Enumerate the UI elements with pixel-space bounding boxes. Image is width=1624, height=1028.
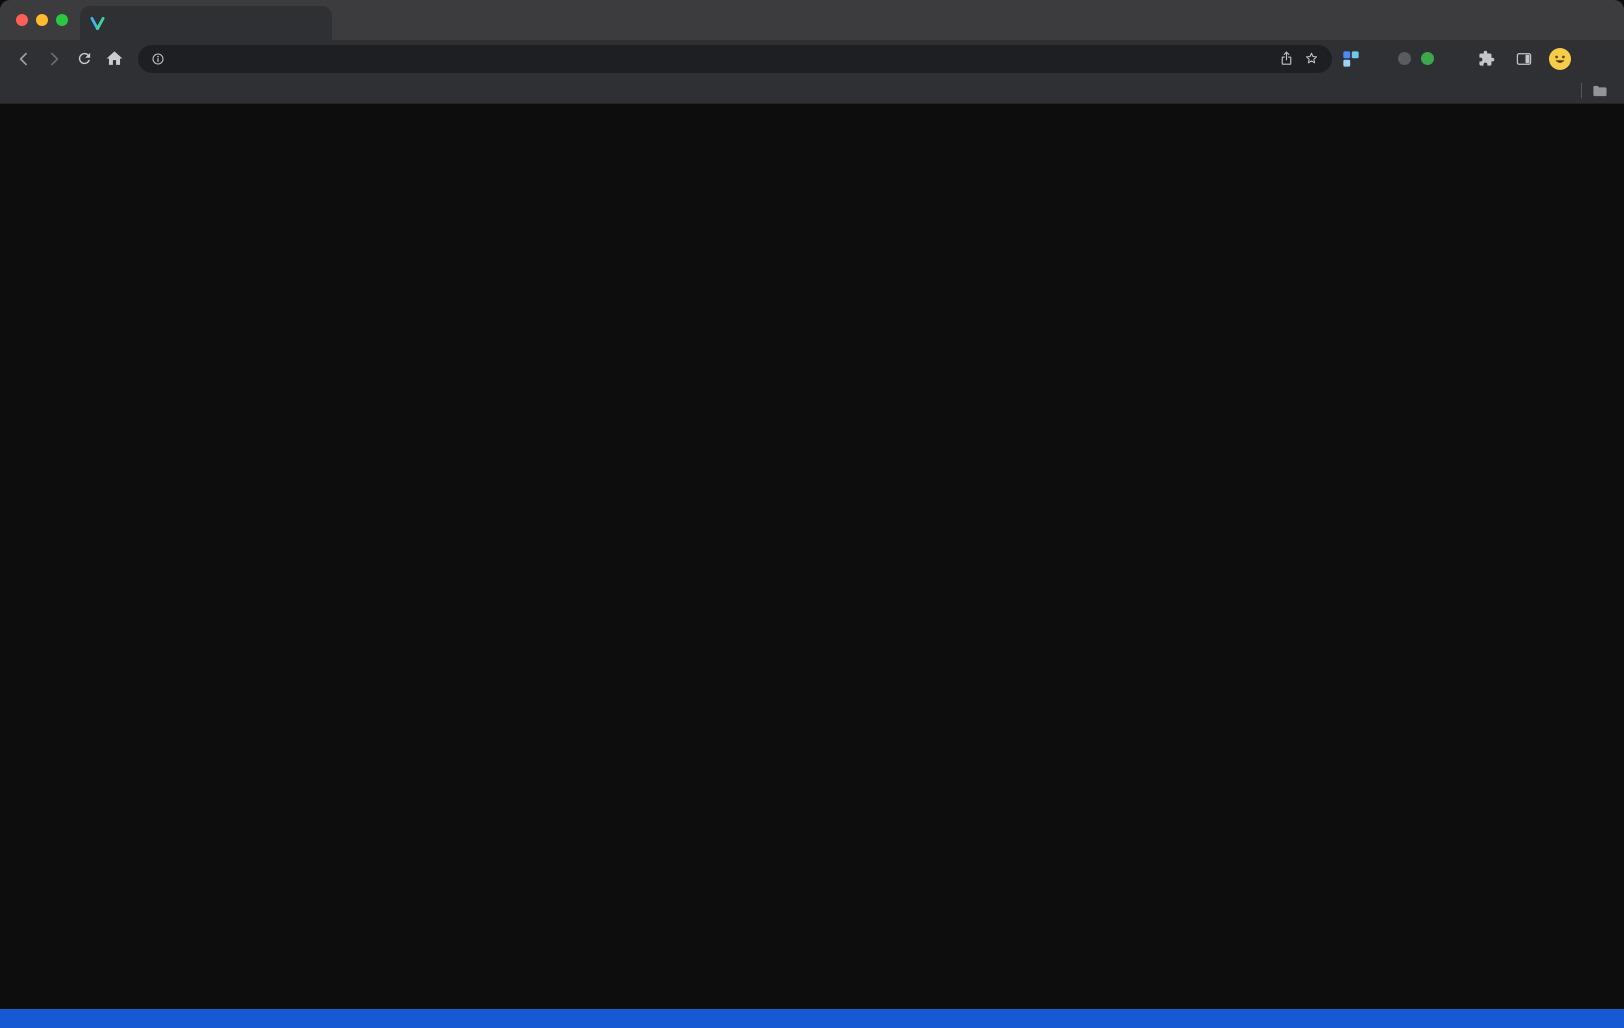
reload-button[interactable] — [70, 45, 98, 73]
new-tab-button[interactable] — [340, 9, 368, 37]
menu-button[interactable] — [1582, 45, 1610, 73]
chart-progress-bars — [1000, 151, 1375, 396]
bookmarks-bar — [0, 77, 1624, 104]
extension-green-star-icon[interactable] — [1444, 50, 1462, 68]
puzzle-icon — [1478, 50, 1494, 66]
profile-avatar[interactable] — [1548, 47, 1572, 71]
bottom-bar — [0, 1009, 1624, 1028]
chart-donut — [540, 639, 932, 891]
sidebar-icon — [1516, 52, 1532, 65]
extension-dark-circle-icon[interactable] — [1398, 52, 1411, 65]
extensions-puzzle-button[interactable] — [1472, 45, 1500, 73]
forward-icon — [51, 52, 59, 65]
dashboard-page — [0, 104, 1624, 1028]
chart-line-area-two-series — [103, 676, 479, 891]
home-icon — [106, 51, 122, 65]
share-icon[interactable] — [1278, 50, 1295, 67]
address-bar[interactable] — [138, 44, 1332, 73]
chart-horizontal-bar — [518, 151, 882, 367]
back-icon — [19, 52, 27, 65]
chart-gauge — [1040, 646, 1276, 872]
smiley-face-icon — [1549, 47, 1571, 70]
extensions-area — [1342, 45, 1614, 73]
back-button[interactable] — [10, 45, 38, 73]
traffic-lights — [16, 14, 68, 26]
close-window-button[interactable] — [16, 14, 28, 26]
home-button[interactable] — [100, 45, 128, 73]
chart-line-area — [985, 386, 1341, 598]
chart-grouped-bar — [40, 151, 446, 363]
site-info-icon[interactable] — [150, 51, 166, 67]
tab-bar — [0, 0, 1624, 40]
browser-tab[interactable] — [80, 6, 332, 40]
browser-toolbar — [0, 40, 1624, 77]
extension-grid-icon[interactable] — [1342, 50, 1360, 68]
chart-line-gradient — [518, 396, 874, 611]
sidebar-toggle-button[interactable] — [1510, 45, 1538, 73]
forward-button[interactable] — [40, 45, 68, 73]
bookmark-star-icon[interactable] — [1303, 50, 1320, 67]
divider — [1581, 82, 1582, 98]
reload-icon — [78, 52, 90, 65]
chart-line-two-series — [48, 421, 424, 636]
extension-green-circle-icon[interactable] — [1421, 52, 1434, 65]
folder-icon — [1593, 85, 1607, 96]
extension-diamond-icon[interactable] — [1370, 50, 1388, 68]
zoom-window-button[interactable] — [56, 14, 68, 26]
minimize-window-button[interactable] — [36, 14, 48, 26]
other-bookmarks-item[interactable] — [1592, 83, 1612, 98]
tab-favicon-icon — [90, 16, 105, 30]
